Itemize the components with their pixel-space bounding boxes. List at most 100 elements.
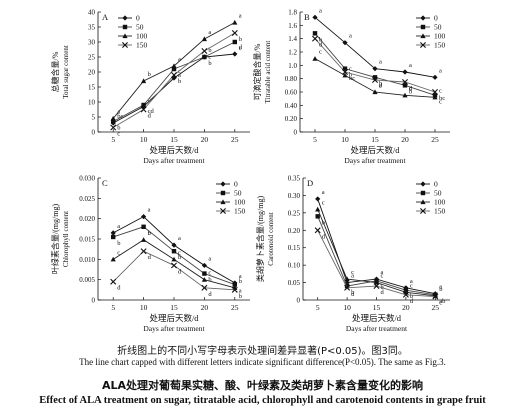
sig-letter: a xyxy=(208,29,211,36)
sig-letter: b xyxy=(148,230,151,237)
legend-label: 50 xyxy=(434,23,442,32)
data-point xyxy=(342,69,348,75)
data-point xyxy=(344,284,351,291)
y-tick-label: 0.25 xyxy=(288,209,301,217)
panel-letter: C xyxy=(102,178,108,188)
data-point xyxy=(342,40,348,46)
data-point xyxy=(110,230,116,236)
data-point xyxy=(372,77,378,83)
data-point xyxy=(110,278,117,285)
y-tick-label: 1.8 xyxy=(288,9,297,17)
legend-item: 0 xyxy=(216,180,238,189)
legend-marker xyxy=(122,33,128,39)
data-point xyxy=(171,256,177,262)
sig-letter: c xyxy=(351,269,354,276)
sig-letter: a xyxy=(178,56,181,63)
panel-C: 0 0.005 0.010 0.015 0.020 0.025 0.030 5 10 15 20 25… xyxy=(50,175,250,333)
sig-letter: c xyxy=(322,199,325,206)
data-point xyxy=(232,19,238,25)
data-point xyxy=(231,286,238,293)
sig-letter: c xyxy=(409,85,412,92)
legend-marker xyxy=(122,42,128,48)
sig-letter: b xyxy=(351,289,354,296)
legend-label: 100 xyxy=(434,198,446,207)
data-point xyxy=(315,196,321,202)
data-point xyxy=(141,224,146,230)
data-point xyxy=(432,94,438,100)
legend-label: 0 xyxy=(234,180,238,189)
x-tick-label: 10 xyxy=(140,135,148,144)
y-tick-label: 1.0 xyxy=(288,62,297,70)
data-point xyxy=(202,271,207,276)
sig-letter: d xyxy=(410,298,414,305)
y-tick-label: 0.10 xyxy=(288,262,301,270)
sig-letter: a xyxy=(239,13,242,20)
legend-item: 50 xyxy=(118,23,144,32)
y-tick-label: 40 xyxy=(88,9,96,17)
figure-title-zh: ALA处理对葡萄果实糖、酸、叶绿素及类胡萝卜素含量变化的影响 xyxy=(101,379,424,392)
legend-label: 150 xyxy=(234,207,246,216)
legend-marker xyxy=(420,15,426,21)
sig-letter: c xyxy=(117,131,120,138)
x-tick-label: 15 xyxy=(170,135,178,144)
data-point xyxy=(201,277,207,282)
data-point xyxy=(232,51,238,57)
x-axis-label-en: Days after treatment xyxy=(143,324,205,333)
y-tick-label: 0 xyxy=(92,297,96,305)
data-point xyxy=(344,283,350,289)
sig-letter: b xyxy=(239,36,242,43)
sig-letter: b xyxy=(410,293,413,300)
data-point xyxy=(312,56,318,61)
data-point xyxy=(372,66,378,72)
sig-letter: ab xyxy=(439,298,445,305)
sig-letter: b xyxy=(239,293,242,300)
sig-letter: a xyxy=(322,189,325,196)
legend-marker xyxy=(420,190,426,196)
y-tick-label: 1.2 xyxy=(288,49,297,57)
y-tick-label: 35 xyxy=(88,24,96,32)
sig-letter: b xyxy=(349,72,352,79)
legend-label: 100 xyxy=(434,32,446,41)
sig-letter: c xyxy=(178,249,181,256)
sig-letter: c xyxy=(208,270,211,277)
data-point xyxy=(344,276,350,282)
sig-letter: c xyxy=(117,249,120,256)
sig-letter: d xyxy=(208,291,212,298)
legend-item: 150 xyxy=(416,41,446,50)
legend-label: 150 xyxy=(434,41,446,50)
legend-item: 0 xyxy=(416,14,438,23)
sig-letter: a xyxy=(208,255,211,262)
data-point xyxy=(141,214,147,220)
sig-letter: b xyxy=(148,71,151,78)
sig-letter: d xyxy=(148,254,152,261)
data-point xyxy=(344,279,350,286)
legend-marker xyxy=(420,24,426,30)
sig-letter: a xyxy=(239,273,242,280)
sig-letter: c xyxy=(178,68,181,75)
sig-letter: a xyxy=(379,59,382,66)
sig-letter: b xyxy=(117,125,120,132)
x-axis-label-en: Days after treatment xyxy=(344,156,406,165)
x-tick-label: 5 xyxy=(313,135,317,144)
data-point xyxy=(315,206,321,212)
legend-marker xyxy=(122,15,128,21)
y-tick-label: 0.80 xyxy=(285,75,298,83)
data-point xyxy=(402,291,409,298)
legend-item: 150 xyxy=(118,41,148,50)
data-point xyxy=(110,119,116,124)
caption-en: The line chart capped with different let… xyxy=(79,357,446,367)
x-tick-label: 25 xyxy=(231,135,239,144)
data-point xyxy=(315,214,320,219)
x-tick-label: 5 xyxy=(111,135,115,144)
data-point xyxy=(312,14,318,20)
y-tick-label: 0 xyxy=(297,297,301,305)
y-tick-label: 30 xyxy=(88,39,96,47)
